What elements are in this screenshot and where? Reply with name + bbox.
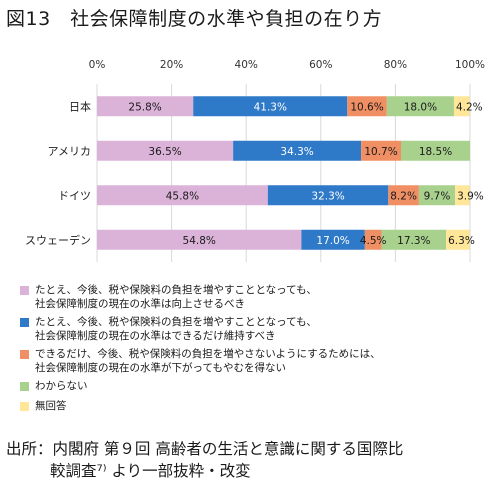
bar-segment [347,96,387,117]
legend-item: たとえ、今後、税や保険料の負担を増やすこととなっても、 社会保障制度の現在の水準… [20,283,490,311]
category-label: 日本 [69,99,91,113]
category-label: アメリカ [48,145,91,158]
legend-label: たとえ、今後、税や保険料の負担を増やすこととなっても、 社会保障制度の現在の水準… [35,284,317,310]
data-label: 17.0% [316,235,349,247]
x-tick-label: 40% [235,59,258,71]
bar-segments [97,96,470,250]
figure-title: 図13 社会保障制度の水準や負担の在り方 [6,8,383,30]
data-label: 32.3% [311,190,344,202]
bar-segment [388,185,419,206]
legend-item: わからない [20,379,490,393]
bar-segment [97,96,194,117]
bar-segment [193,96,348,117]
x-tick-label: 100% [455,59,485,71]
source-line-2: 較調査⁷⁾ より一部抜粋・改変 [50,462,251,480]
bar-segment [361,140,401,161]
data-label: 34.3% [280,146,313,158]
data-label: 36.5% [148,146,181,158]
x-tick-label: 20% [160,59,183,71]
data-label: 45.8% [166,190,199,202]
legend-swatch [20,382,29,391]
legend-item: 無回答 [20,399,490,413]
data-label: 8.2% [390,190,417,202]
legend-label: 無回答 [35,400,67,412]
data-label: 25.8% [128,101,161,113]
data-label: 41.3% [254,101,287,113]
chart-legend: たとえ、今後、税や保険料の負担を増やすこととなっても、 社会保障制度の現在の水準… [20,283,490,419]
legend-label: できるだけ、今後、税や保険料の負担を増やさないようにするためには、 社会保障制度… [35,348,381,374]
data-labels: 25.8% 41.3% 10.6% 18.0% 4.2% 36.5% 34.3% 10.7% 1… [128,101,483,247]
data-label: 6.3% [448,235,475,247]
bar-segment [97,140,234,161]
category-label: ドイツ [58,189,91,202]
bar-segment [381,229,447,250]
data-label: 17.3% [397,235,430,247]
category-label: スウェーデン [25,233,91,247]
bar-segment [364,229,382,250]
bar-segment [97,185,268,206]
data-label: 10.6% [350,101,383,113]
data-label: 54.8% [183,235,216,247]
data-label: 18.0% [404,101,437,113]
bar-segment [267,185,389,206]
source-note: 出所：内閣府 第９回 高齢者の生活と意識に関する国際比 較調査⁷⁾ より一部抜粋… [6,438,403,482]
source-line-1: 出所：内閣府 第９回 高齢者の生活と意識に関する国際比 [6,440,404,458]
legend-swatch [20,350,29,359]
bar-segment [453,96,470,117]
legend-label: たとえ、今後、税や保険料の負担を増やすこととなっても、 社会保障制度の現在の水準… [35,316,317,342]
legend-swatch [20,402,29,411]
x-axis-tick-labels: 0% 20% 40% 60% 80% 100% [89,59,485,71]
bar-segment [301,229,365,250]
legend-item: できるだけ、今後、税や保険料の負担を増やさないようにするためには、 社会保障制度… [20,347,490,375]
data-label: 3.9% [457,190,484,202]
x-tick-label: 0% [89,59,106,71]
legend-label: わからない [35,380,88,392]
data-label: 9.7% [424,190,451,202]
data-label: 18.5% [419,146,452,158]
x-tick-label: 60% [309,59,332,71]
legend-swatch [20,318,29,327]
bar-segment [418,185,456,206]
data-label: 4.2% [456,101,483,113]
bar-segment [386,96,454,117]
data-label: 4.5% [360,235,387,247]
legend-item: たとえ、今後、税や保険料の負担を増やすこととなっても、 社会保障制度の現在の水準… [20,315,490,343]
x-tick-label: 80% [384,59,407,71]
bar-segment [446,229,470,250]
data-label: 10.7% [364,146,397,158]
bar-segment [455,185,470,206]
bar-segment [97,229,302,250]
bar-segment [400,140,470,161]
bar-segment [233,140,362,161]
legend-swatch [20,286,29,295]
